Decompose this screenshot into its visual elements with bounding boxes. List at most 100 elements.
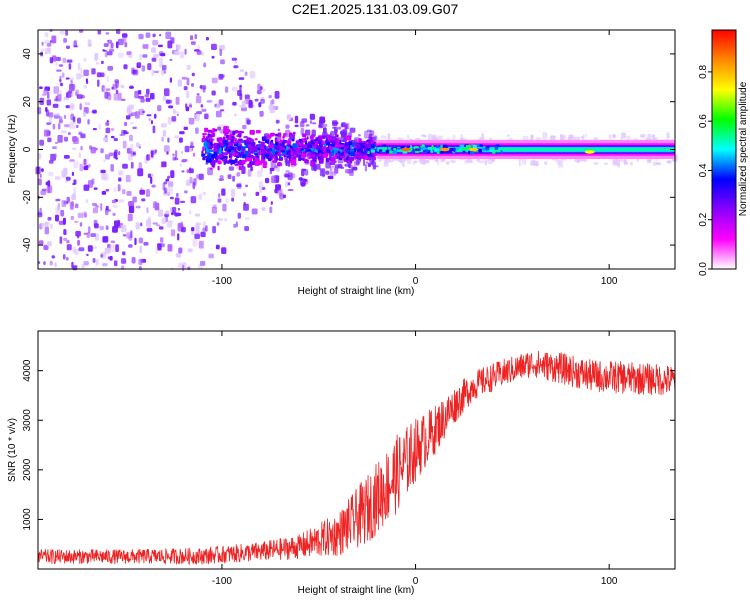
spectrogram-cell xyxy=(66,244,72,251)
spectrogram-cell xyxy=(402,150,408,154)
spectrogram-cell xyxy=(364,155,368,160)
colorbar-ticks: 0.0 0.2 0.4 0.6 0.8 xyxy=(698,64,712,276)
spectrogram-cell xyxy=(334,137,337,142)
spectrogram-cell xyxy=(316,145,321,150)
spectrogram-cell xyxy=(626,135,631,140)
spectrogram-cell xyxy=(93,219,98,227)
spectrogram-cell xyxy=(237,145,241,151)
spectrogram-cell xyxy=(59,75,62,83)
spectrogram-cell xyxy=(46,122,51,125)
spectrogram-cell xyxy=(184,48,187,55)
spectrogram-cell xyxy=(376,148,380,152)
spectrogram-cell xyxy=(211,206,217,214)
spectrogram-cell xyxy=(83,261,89,266)
spectrogram-cell xyxy=(159,243,165,248)
spectrogram-cell xyxy=(166,151,169,155)
spectrogram-cell xyxy=(241,146,246,149)
spectrogram-cell xyxy=(238,165,242,171)
spectrogram-cell xyxy=(309,120,313,124)
spectrogram-cell xyxy=(69,103,75,111)
spectrogram-cell xyxy=(236,182,242,189)
spectrogram-cell xyxy=(341,131,347,138)
spectrogram-cell xyxy=(55,214,59,222)
spectrogram-cell xyxy=(580,136,584,139)
spectrogram-cell xyxy=(113,151,118,159)
spectrogram-cell xyxy=(363,158,366,166)
spectrogram-cell xyxy=(202,133,207,136)
spectrogram-cell xyxy=(112,212,116,216)
spectrogram-cell xyxy=(373,152,377,157)
spectrogram-cell xyxy=(118,38,124,46)
spectrogram-cell xyxy=(81,263,85,270)
spectrogram-cell xyxy=(159,34,162,37)
spectrogram-cell xyxy=(95,259,99,266)
spectrogram-cell xyxy=(57,134,63,143)
spectrogram-cell xyxy=(235,152,239,157)
spectrogram-cell xyxy=(487,157,494,165)
spectrogram-cell xyxy=(115,89,119,95)
spectrogram-cell xyxy=(251,208,258,215)
spectrogram-cell xyxy=(237,138,243,141)
spectrogram-cell xyxy=(270,133,275,137)
spectrogram-cell xyxy=(200,231,206,238)
spectrogram-cell xyxy=(269,106,275,114)
spectrogram-cell xyxy=(39,173,42,178)
spectrogram-cell xyxy=(372,144,376,147)
spectrogram-cell xyxy=(518,158,521,167)
spectrogram-cell xyxy=(434,148,440,152)
spectrogram-cell xyxy=(118,170,124,176)
spectrogram-cell xyxy=(183,86,188,91)
spectrogram-cell xyxy=(321,123,328,127)
spectrogram-cell xyxy=(66,239,70,244)
spectrogram-cell xyxy=(77,117,81,124)
spectrogram-cell xyxy=(190,196,197,204)
spectrogram-cell xyxy=(234,163,239,166)
spectrogram-cell xyxy=(370,149,375,153)
spectrogram-cell xyxy=(326,135,331,139)
spectrogram-cell xyxy=(123,64,128,70)
spectrogram-cell xyxy=(175,150,178,158)
spectrogram-cell xyxy=(233,65,239,69)
spectrogram-cell xyxy=(345,150,350,153)
spectrogram-cell xyxy=(125,115,131,120)
spectrogram-cell xyxy=(238,77,245,80)
spectrogram-cell xyxy=(180,200,186,203)
spectrogram-cell xyxy=(139,53,142,61)
spectrogram-peak xyxy=(468,147,479,152)
y-tick-label: -40 xyxy=(22,237,33,252)
spectrogram-cell xyxy=(261,88,266,92)
spectrogram-cell xyxy=(302,133,307,138)
spectrogram-cell xyxy=(218,193,221,198)
y-tick-label: 0 xyxy=(22,146,33,152)
spectrogram-cell xyxy=(72,147,77,150)
spectrogram-cell xyxy=(38,240,44,245)
spectrogram-cell xyxy=(437,159,440,166)
spectrogram-cell xyxy=(245,143,249,149)
spectrogram-cell xyxy=(421,146,426,151)
spectrogram-cell xyxy=(113,137,118,142)
spectrogram-cell xyxy=(83,184,90,191)
spectrogram-cell xyxy=(61,200,67,207)
spectrogram-cell xyxy=(355,144,361,149)
spectrogram-cell xyxy=(494,146,499,150)
spectrogram-cell xyxy=(65,29,69,36)
spectrogram-cell xyxy=(233,141,237,145)
spectrogram-cell xyxy=(472,144,477,149)
spectrogram-cell xyxy=(172,206,177,215)
spectrogram-cell xyxy=(151,69,155,76)
spectrogram-cell xyxy=(65,180,68,183)
spectrogram-cell xyxy=(446,161,450,165)
spectrogram-cell xyxy=(452,134,456,141)
spectrogram-cell xyxy=(271,150,275,155)
spectrogram-cell xyxy=(370,137,373,142)
spectrogram-cell xyxy=(175,253,182,258)
spectrogram-cell xyxy=(54,141,59,144)
spectrogram-cell xyxy=(373,135,378,141)
spectrogram-cell xyxy=(167,244,173,252)
spectrogram-cell xyxy=(206,100,213,103)
spectrogram-cell xyxy=(104,91,109,99)
spectrogram-cell xyxy=(357,147,362,153)
spectrogram-cell xyxy=(651,134,655,138)
spectrogram-cell xyxy=(294,148,300,152)
spectrogram-cell xyxy=(153,53,159,58)
